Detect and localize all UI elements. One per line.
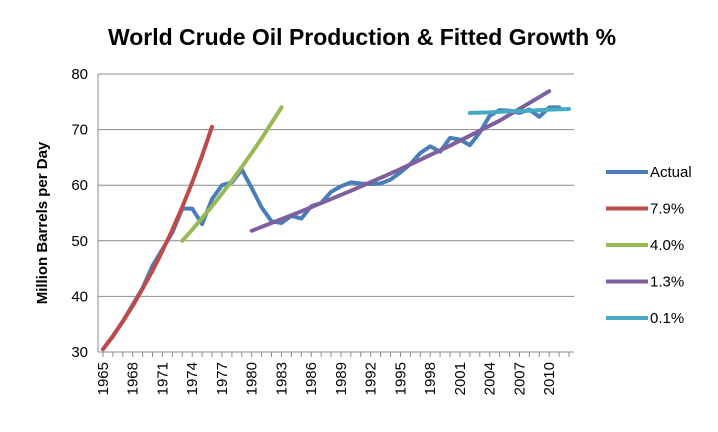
x-tick-label: 2004 xyxy=(482,362,499,395)
x-tick-label: 1974 xyxy=(184,362,201,395)
x-tick-label: 1992 xyxy=(363,362,380,395)
x-tick-label: 1968 xyxy=(125,362,142,395)
legend-label: 1.3% xyxy=(650,274,684,291)
x-tick-label: 2001 xyxy=(452,362,469,395)
legend-label: Actual xyxy=(650,164,692,181)
y-tick-label: 70 xyxy=(71,122,88,139)
x-tick-label: 1998 xyxy=(422,362,439,395)
x-tick-label: 1983 xyxy=(273,362,290,395)
legend-label: 0.1% xyxy=(650,310,684,327)
y-tick-label: 60 xyxy=(71,177,88,194)
series-line-1 xyxy=(101,124,214,352)
x-tick-label: 2007 xyxy=(511,362,528,395)
y-axis-ticks: 30 40 50 60 70 80 xyxy=(71,66,88,361)
y-tick-label: 80 xyxy=(71,66,88,83)
legend: Actual 7.9% 4.0% 1.3% 0.1% xyxy=(606,164,692,327)
series-lines xyxy=(101,89,571,352)
y-axis-label: Million Barrels per Day xyxy=(34,141,51,304)
x-tick-label: 1971 xyxy=(154,362,171,395)
legend-label: 4.0% xyxy=(650,237,684,254)
x-tick-label: 1965 xyxy=(95,362,112,395)
x-tick-label: 1977 xyxy=(214,362,231,395)
x-tick-label: 1980 xyxy=(244,362,261,395)
series-line-2 xyxy=(180,105,284,243)
x-tick-label: 2010 xyxy=(541,362,558,395)
x-tick-label: 1989 xyxy=(333,362,350,395)
y-tick-label: 40 xyxy=(71,288,88,305)
x-tick-label: 1986 xyxy=(303,362,320,395)
x-axis-ticks: 1965 1968 1971 1974 1977 1980 1983 1986 1989 1992… xyxy=(95,362,558,395)
y-tick-label: 50 xyxy=(71,233,88,250)
series-line-4 xyxy=(467,107,571,115)
legend-label: 7.9% xyxy=(650,201,684,218)
series-line-3 xyxy=(249,89,552,233)
x-tick-label: 1995 xyxy=(392,362,409,395)
chart-title: World Crude Oil Production & Fitted Grow… xyxy=(108,24,616,50)
gridlines xyxy=(97,73,574,357)
y-tick-label: 30 xyxy=(71,344,88,361)
